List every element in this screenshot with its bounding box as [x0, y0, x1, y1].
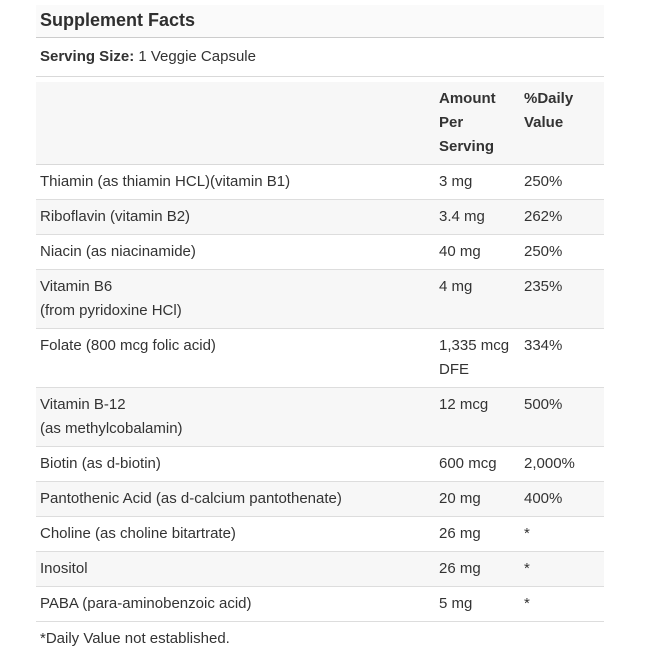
table-row: Vitamin B-12 (as methylcobalamin) 12 mcg…	[36, 387, 604, 447]
nutrient-amount: 1,335 mcg DFE	[439, 328, 524, 388]
nutrient-name: Biotin (as d-biotin)	[40, 455, 161, 472]
nutrient-amount: 12 mcg	[439, 387, 524, 447]
table-header-row: Amount Per Serving %Daily Value	[36, 82, 604, 165]
nutrient-name: Pantothenic Acid (as d-calcium pantothen…	[40, 490, 342, 507]
footnote-text: *Daily Value not established.	[36, 621, 604, 651]
nutrient-amount: 40 mg	[439, 234, 524, 270]
daily-value-column-header: %Daily Value	[524, 82, 604, 165]
supplement-facts-panel: Supplement Facts Serving Size: 1 Veggie …	[36, 5, 604, 651]
nutrient-daily-value: *	[524, 551, 604, 587]
nutrient-name: Niacin (as niacinamide)	[40, 243, 196, 260]
table-row: Niacin (as niacinamide) 40 mg 250%	[36, 234, 604, 270]
nutrient-daily-value: 262%	[524, 199, 604, 235]
nutrient-amount: 3.4 mg	[439, 199, 524, 235]
table-row: Pantothenic Acid (as d-calcium pantothen…	[36, 481, 604, 517]
nutrient-sub-name: (from pyridoxine HCl)	[40, 302, 182, 319]
table-row: PABA (para-aminobenzoic acid) 5 mg *	[36, 586, 604, 622]
table-row: Choline (as choline bitartrate) 26 mg *	[36, 516, 604, 552]
nutrient-amount: 26 mg	[439, 516, 524, 552]
nutrient-daily-value: *	[524, 586, 604, 622]
footnote-row: *Daily Value not established.	[36, 621, 604, 651]
table-row: Riboflavin (vitamin B2) 3.4 mg 262%	[36, 199, 604, 235]
nutrient-column-header	[36, 82, 439, 165]
nutrient-daily-value: 235%	[524, 269, 604, 329]
nutrient-amount: 3 mg	[439, 164, 524, 200]
nutrient-amount: 5 mg	[439, 586, 524, 622]
nutrient-name: Inositol	[40, 560, 88, 577]
nutrient-name: PABA (para-aminobenzoic acid)	[40, 595, 252, 612]
nutrient-name: Thiamin (as thiamin HCL)(vitamin B1)	[40, 173, 291, 190]
nutrient-daily-value: 250%	[524, 164, 604, 200]
nutrient-amount: 600 mcg	[439, 446, 524, 482]
supplement-facts-table: Amount Per Serving %Daily Value Thiamin …	[36, 82, 604, 651]
nutrient-sub-name: (as methylcobalamin)	[40, 420, 183, 437]
serving-size-row: Serving Size: 1 Veggie Capsule	[36, 38, 604, 77]
nutrient-name: Folate (800 mcg folic acid)	[40, 337, 216, 354]
serving-size-label: Serving Size:	[40, 48, 135, 65]
nutrient-daily-value: 334%	[524, 328, 604, 388]
nutrient-name: Vitamin B-12	[40, 396, 126, 413]
serving-size-value: 1 Veggie Capsule	[138, 48, 256, 65]
amount-column-header: Amount Per Serving	[439, 82, 524, 165]
nutrient-amount: 26 mg	[439, 551, 524, 587]
supplement-facts-title: Supplement Facts	[36, 5, 604, 38]
nutrient-name: Choline (as choline bitartrate)	[40, 525, 236, 542]
table-row: Folate (800 mcg folic acid) 1,335 mcg DF…	[36, 328, 604, 388]
nutrient-amount: 20 mg	[439, 481, 524, 517]
nutrient-name: Riboflavin (vitamin B2)	[40, 208, 191, 225]
nutrient-daily-value: 250%	[524, 234, 604, 270]
nutrient-daily-value: 400%	[524, 481, 604, 517]
nutrient-name: Vitamin B6	[40, 278, 113, 295]
nutrient-daily-value: 500%	[524, 387, 604, 447]
table-row: Biotin (as d-biotin) 600 mcg 2,000%	[36, 446, 604, 482]
table-row: Vitamin B6 (from pyridoxine HCl) 4 mg 23…	[36, 269, 604, 329]
nutrient-daily-value: 2,000%	[524, 446, 604, 482]
nutrient-daily-value: *	[524, 516, 604, 552]
table-row: Thiamin (as thiamin HCL)(vitamin B1) 3 m…	[36, 164, 604, 200]
table-row: Inositol 26 mg *	[36, 551, 604, 587]
nutrient-amount: 4 mg	[439, 269, 524, 329]
